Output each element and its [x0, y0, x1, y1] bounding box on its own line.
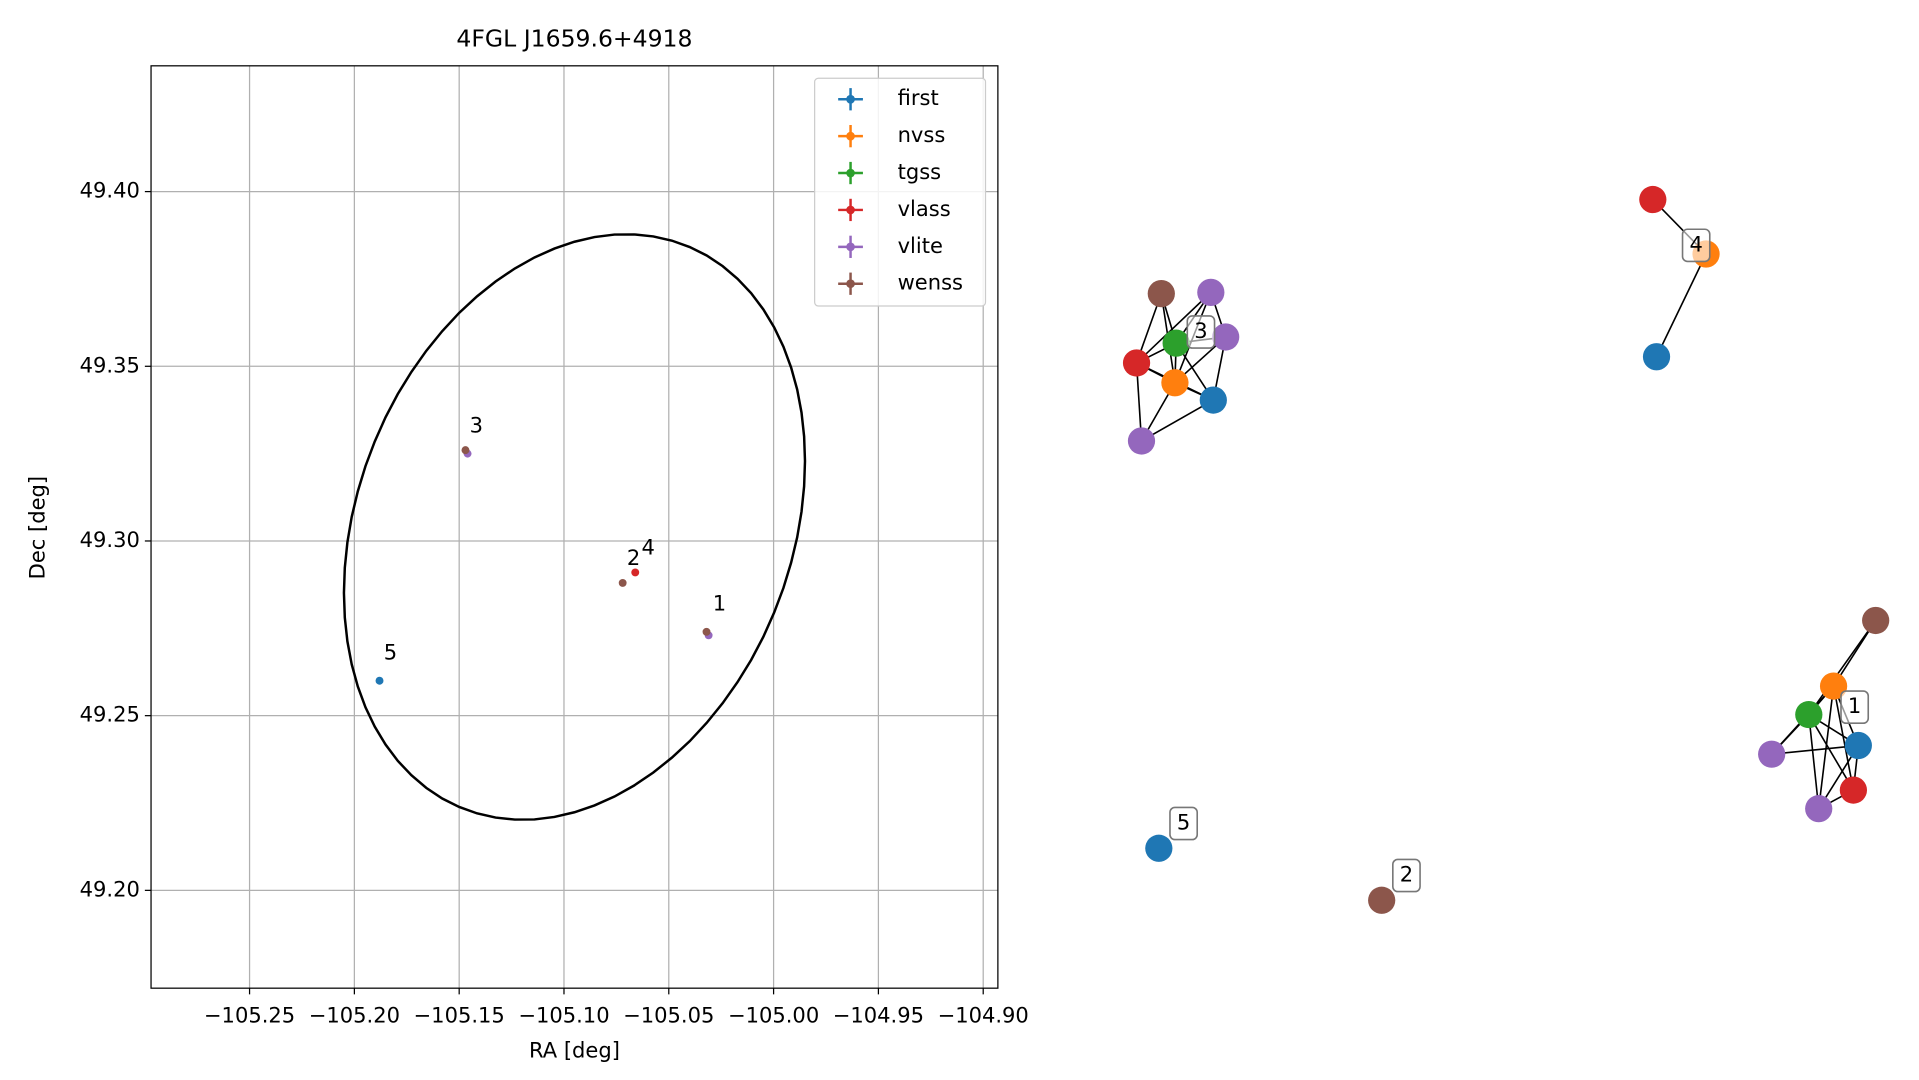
- graph-node: [1758, 740, 1786, 768]
- group-label: 4: [1689, 231, 1702, 256]
- data-point: [618, 578, 627, 587]
- graph-edge: [1655, 253, 1707, 358]
- legend-label: vlite: [898, 233, 943, 258]
- graph-edge: [1141, 399, 1214, 442]
- error-ellipse: [342, 233, 807, 821]
- y-tick-label: 49.30: [80, 527, 140, 552]
- legend-marker: [846, 242, 855, 252]
- y-tick-label: 49.40: [80, 178, 140, 203]
- graph-node: [1145, 834, 1173, 862]
- group-label-box: [1169, 806, 1199, 841]
- graph-node: [1805, 795, 1833, 823]
- legend-marker: [846, 168, 855, 178]
- legend-marker: [846, 205, 855, 215]
- group-label-box: [1186, 315, 1216, 349]
- graph-node: [1161, 369, 1189, 397]
- point-annotation: 5: [384, 639, 397, 664]
- data-point: [702, 627, 711, 636]
- x-tick-label: −105.20: [309, 1003, 400, 1028]
- x-tick-label: −105.00: [728, 1003, 819, 1028]
- x-tick-label: −105.10: [518, 1003, 609, 1028]
- graph-node: [1122, 349, 1151, 377]
- y-axis-label: Dec [deg]: [24, 476, 49, 579]
- point-annotation: 3: [470, 412, 483, 437]
- graph-node: [1199, 386, 1227, 414]
- group-label-box: [1392, 858, 1421, 893]
- y-tick-label: 49.35: [80, 352, 140, 377]
- legend-marker: [846, 279, 855, 289]
- graph-node: [1844, 731, 1872, 760]
- data-point: [375, 676, 384, 685]
- point-annotation: 2: [627, 545, 640, 570]
- graph-node: [1795, 700, 1823, 729]
- group-label: 3: [1194, 318, 1207, 343]
- legend-marker: [846, 131, 855, 141]
- graph-edge: [1808, 714, 1820, 809]
- group-label-box: [1840, 690, 1870, 725]
- legend-label: first: [898, 85, 939, 110]
- legend-label: tgss: [898, 159, 942, 184]
- graph-node: [1127, 427, 1156, 455]
- graph-node: [1197, 278, 1225, 307]
- legend-label: wenss: [898, 270, 963, 295]
- group-label: 1: [1848, 693, 1861, 718]
- graph-edge: [1832, 685, 1855, 791]
- graph-node: [1642, 343, 1671, 371]
- x-tick-label: −105.05: [623, 1003, 714, 1028]
- legend-label: nvss: [898, 122, 946, 147]
- graph-edge: [1771, 744, 1859, 755]
- y-tick-label: 49.20: [80, 876, 140, 901]
- data-point: [461, 446, 470, 455]
- data-point: [631, 568, 640, 577]
- graph-edge: [1808, 620, 1877, 716]
- graph-node: [1862, 606, 1890, 635]
- x-tick-label: −105.15: [414, 1003, 505, 1028]
- graph-node: [1639, 185, 1667, 214]
- graph-edge: [1808, 714, 1855, 791]
- graph-node: [1368, 886, 1396, 914]
- legend-marker: [846, 94, 855, 104]
- chart-title: 4FGL J1659.6+4918: [456, 24, 692, 52]
- plot-frame: [150, 65, 999, 989]
- graph-edge: [1135, 291, 1212, 364]
- point-annotation: 1: [713, 590, 726, 615]
- group-label: 2: [1400, 862, 1413, 887]
- graph-node: [1839, 776, 1868, 804]
- y-tick-label: 49.25: [80, 702, 140, 727]
- graph-node: [1147, 280, 1175, 308]
- graph-edge: [1817, 685, 1835, 809]
- group-label: 5: [1177, 810, 1190, 835]
- point-annotation: 4: [642, 535, 655, 560]
- x-tick-label: −104.90: [938, 1003, 1029, 1028]
- graph-node: [1212, 323, 1240, 351]
- x-tick-label: −104.95: [833, 1003, 924, 1028]
- x-axis-label: RA [deg]: [529, 1037, 620, 1062]
- graph-node: [1819, 672, 1848, 700]
- group-label-box: [1681, 228, 1711, 263]
- graph-node: [1162, 329, 1190, 357]
- legend-label: vlass: [898, 196, 951, 221]
- x-tick-label: −105.25: [204, 1003, 295, 1028]
